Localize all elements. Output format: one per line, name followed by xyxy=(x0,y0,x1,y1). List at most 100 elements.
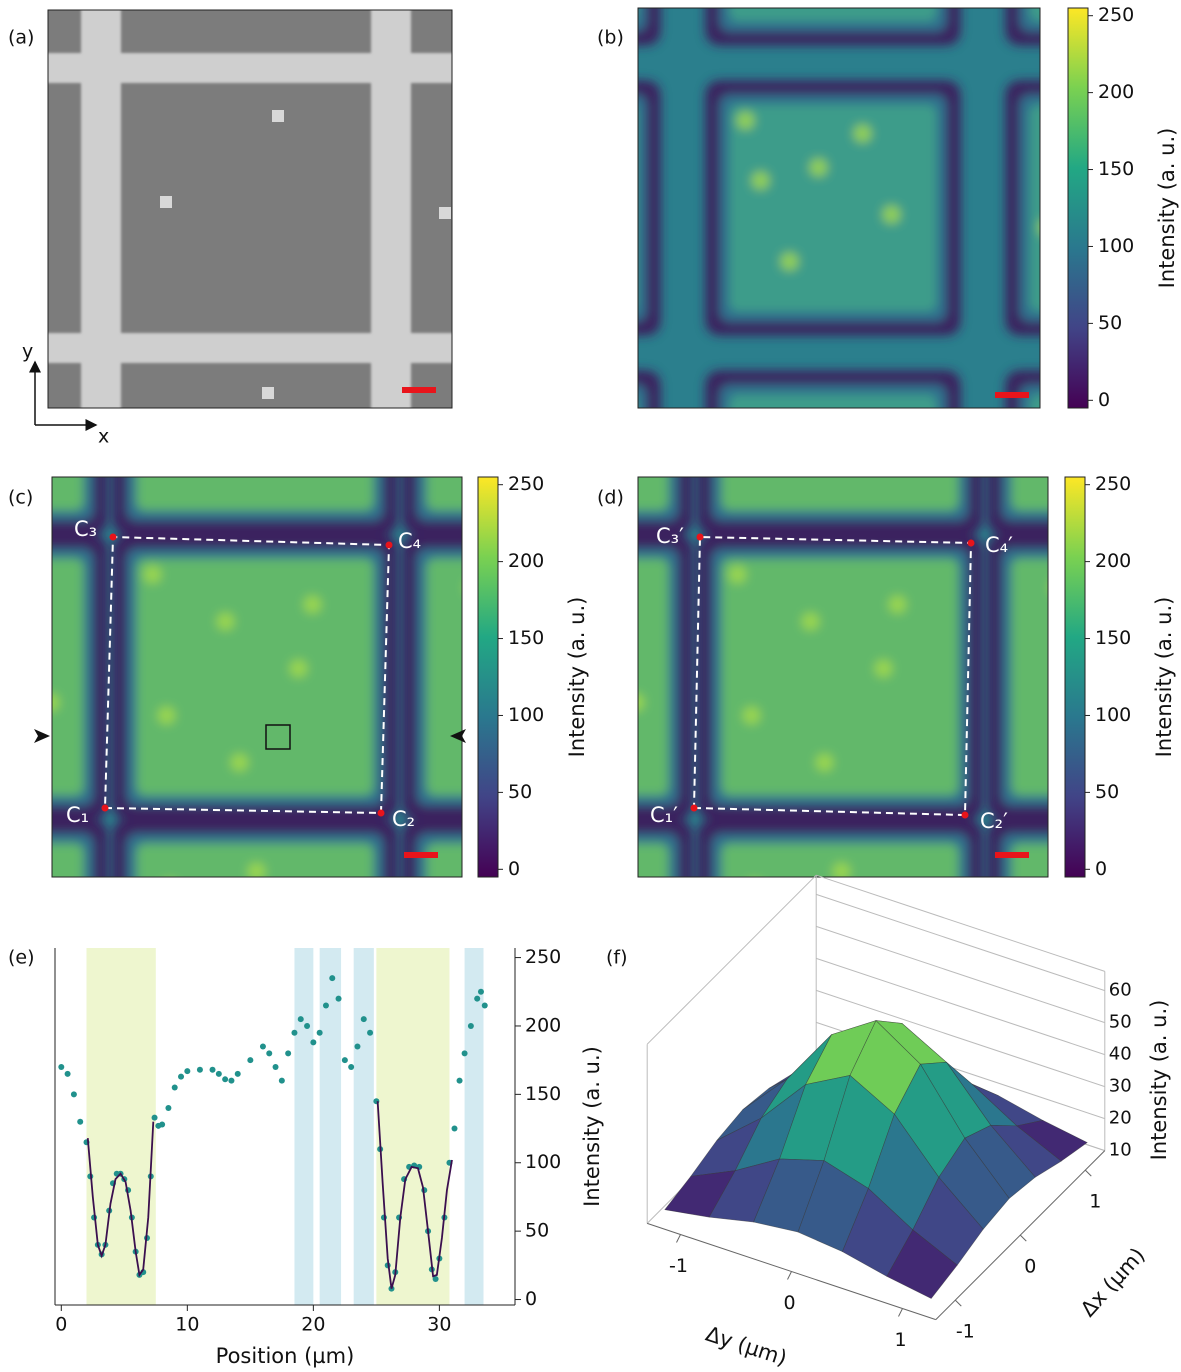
x-tick xyxy=(1019,1234,1027,1242)
y-axis-label: Δy (µm) xyxy=(703,1322,790,1371)
roi-box xyxy=(265,724,291,750)
y-tick-label: 0 xyxy=(525,1288,537,1310)
z-tick-label: 20 xyxy=(1109,1108,1132,1129)
grid-square xyxy=(411,363,452,408)
speckle xyxy=(801,612,820,631)
cell-core xyxy=(52,843,84,877)
speckle xyxy=(25,380,43,398)
corner-label: C₁ xyxy=(66,803,89,827)
data-point xyxy=(184,1068,191,1075)
speckle xyxy=(1112,266,1130,284)
y-tick xyxy=(676,1234,681,1243)
image-cells xyxy=(479,8,1176,522)
speckle xyxy=(571,961,589,979)
data-point xyxy=(222,1076,229,1083)
speckle xyxy=(321,910,339,928)
cell-core xyxy=(729,104,937,312)
colorbar-label: Intensity (a. u.) xyxy=(1152,597,1176,758)
speckle xyxy=(479,146,497,164)
colorbar xyxy=(1064,476,1086,878)
y-tick-label: 250 xyxy=(525,946,561,968)
speckle xyxy=(437,923,455,941)
corner-point xyxy=(690,804,698,812)
data-point xyxy=(70,1091,77,1098)
speckle xyxy=(780,252,799,271)
y-tick-label: 100 xyxy=(525,1151,561,1173)
colorbar-tick-label: 100 xyxy=(1098,235,1134,257)
colorbar-tick-label: 200 xyxy=(1095,550,1131,572)
corner-point xyxy=(101,804,109,812)
fit-line xyxy=(86,1121,155,1278)
x-axis-label: x xyxy=(98,426,109,448)
image-border xyxy=(51,476,463,878)
speckle xyxy=(1154,876,1172,894)
colorbar-tick-label: 100 xyxy=(508,704,544,726)
speckle xyxy=(161,880,179,898)
colorbar-tick-label: 50 xyxy=(1098,312,1122,334)
speckle xyxy=(1100,504,1118,522)
speckle xyxy=(853,124,872,143)
data-point xyxy=(209,1066,216,1073)
speckle xyxy=(871,444,889,462)
data-point xyxy=(266,1050,273,1057)
data-point xyxy=(348,1064,355,1070)
speckle xyxy=(1038,222,1040,233)
panel-label: (d) xyxy=(597,487,624,509)
speckle xyxy=(832,862,851,877)
data-point xyxy=(461,1050,468,1057)
x-tick-label: -1 xyxy=(956,1321,975,1343)
speckle xyxy=(611,673,629,691)
data-point xyxy=(77,1118,84,1125)
y-tick xyxy=(898,1308,903,1317)
cell-ring xyxy=(638,94,647,322)
colorbar xyxy=(1067,7,1089,409)
corner-label: C₂ xyxy=(392,807,415,831)
grid-square xyxy=(121,363,371,408)
grid-square xyxy=(411,10,452,53)
corner-point xyxy=(377,809,385,817)
data-point xyxy=(285,1050,292,1057)
data-point xyxy=(481,1002,488,1009)
z-tick-label: 30 xyxy=(1109,1076,1132,1097)
data-point xyxy=(247,1057,254,1064)
speckle xyxy=(523,112,541,130)
colorbar-tick-label: 200 xyxy=(1098,81,1134,103)
marker-square xyxy=(272,110,284,122)
speckle xyxy=(1140,940,1158,958)
colorbar-tick-label: 150 xyxy=(508,627,544,649)
data-point xyxy=(215,1070,222,1077)
cell-core xyxy=(136,843,374,877)
cell-core xyxy=(721,477,959,511)
grid-square xyxy=(48,363,81,408)
shaded-band xyxy=(376,948,450,1305)
colorbar-tick-label: 0 xyxy=(1095,858,1107,880)
speckle xyxy=(608,295,626,313)
speckle xyxy=(498,914,516,932)
pane-edge xyxy=(816,874,1105,972)
data-point xyxy=(474,995,481,1002)
speckle xyxy=(610,380,628,398)
colorbar-tick-label: 150 xyxy=(1095,627,1131,649)
speckle xyxy=(742,706,761,725)
speckle xyxy=(496,1034,514,1052)
colorbar-tick-label: 250 xyxy=(1098,4,1134,26)
speckle xyxy=(552,193,570,211)
speckle xyxy=(0,897,18,915)
data-point xyxy=(341,1057,348,1064)
grid-square xyxy=(48,10,81,53)
y-tick xyxy=(787,1271,792,1280)
grid-line xyxy=(816,989,1105,1088)
speckle xyxy=(736,111,755,130)
grid-square xyxy=(121,83,371,333)
data-point xyxy=(259,1043,266,1050)
speckle xyxy=(628,987,646,1005)
image-cells xyxy=(48,10,452,408)
data-point xyxy=(367,1029,374,1036)
speckle xyxy=(1158,491,1176,509)
speckle xyxy=(596,159,614,177)
speckle xyxy=(1085,444,1103,462)
data-point xyxy=(234,1070,241,1077)
y-tick-label: 200 xyxy=(525,1014,561,1036)
x-tick-label: 1 xyxy=(1089,1191,1101,1213)
